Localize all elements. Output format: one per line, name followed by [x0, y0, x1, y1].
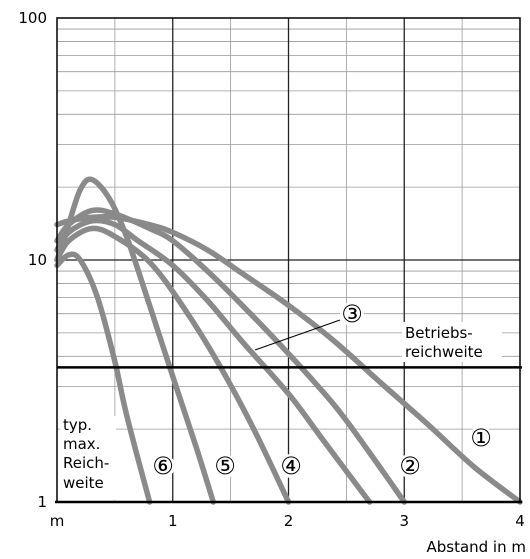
curve-label-2: ② [399, 452, 421, 480]
operating-range-label-line2: reichweite [405, 343, 483, 361]
curve-label-6: ⑥ [152, 452, 174, 480]
curve-3-leader-line [254, 319, 341, 351]
y-tick-label: 10 [28, 251, 47, 269]
curve-label-4: ④ [280, 452, 302, 480]
curve-label-5: ⑤ [214, 452, 236, 480]
curve-label-bg [279, 454, 303, 478]
curve-label-bg [151, 454, 175, 478]
x-tick-label: 3 [399, 512, 409, 530]
curve-label-bg [213, 454, 237, 478]
x-tick-label: 2 [284, 512, 294, 530]
max-range-note-bg [60, 416, 116, 500]
curve-2 [54, 207, 408, 505]
y-tick-label: 1 [37, 493, 47, 511]
curve-4 [54, 225, 292, 505]
curve-label-bg [398, 454, 422, 478]
curve-label-3: ③ [341, 300, 363, 328]
max-range-note-line2: max. [63, 435, 100, 453]
curve-labels: ① ② ③ ④ ⑤ ⑥ [151, 300, 493, 480]
y-tick-labels: 1 10 100 [18, 9, 47, 511]
curve-label-bg [340, 302, 364, 326]
operating-range-label-line1: Betriebs- [405, 324, 473, 342]
curve-3 [54, 217, 373, 505]
x-tick-label: 1 [168, 512, 178, 530]
max-range-note-line1: typ. [63, 416, 92, 434]
x-tick-label: 4 [515, 512, 525, 530]
y-tick-label: 100 [18, 9, 47, 27]
max-range-note-line4: weite [63, 474, 104, 492]
curve-1 [54, 213, 523, 505]
curve-label-1: ① [470, 424, 492, 452]
x-axis-title: Abstand in m [426, 538, 526, 556]
curve-5 [54, 176, 217, 505]
curves [54, 176, 523, 505]
curve-label-bg [469, 426, 493, 450]
curve-6 [54, 251, 153, 505]
operating-range-label-bg [402, 322, 502, 362]
x-unit-label: m [50, 512, 65, 530]
max-range-note-line3: Reich- [63, 454, 109, 472]
x-tick-labels: 1 2 3 4 [168, 512, 525, 530]
